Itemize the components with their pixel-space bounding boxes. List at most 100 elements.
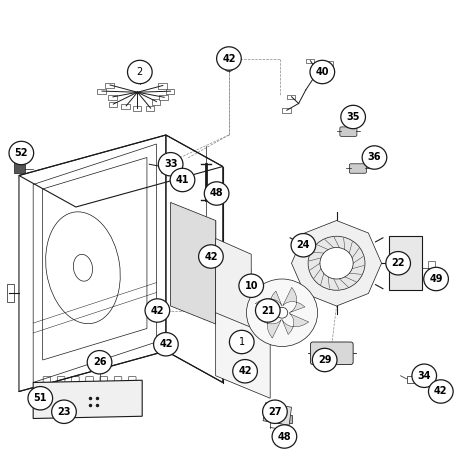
Circle shape	[291, 234, 316, 257]
FancyBboxPatch shape	[100, 377, 108, 383]
Text: 22: 22	[392, 258, 405, 268]
FancyBboxPatch shape	[349, 164, 366, 173]
FancyBboxPatch shape	[172, 182, 177, 185]
Circle shape	[362, 146, 387, 169]
Circle shape	[162, 340, 170, 348]
Circle shape	[276, 307, 288, 318]
Circle shape	[94, 361, 105, 372]
Circle shape	[424, 267, 448, 291]
Polygon shape	[216, 238, 251, 331]
Text: 27: 27	[268, 407, 282, 417]
Text: 24: 24	[297, 240, 310, 250]
Text: 48: 48	[210, 189, 223, 198]
Circle shape	[312, 348, 337, 372]
Text: 35: 35	[346, 112, 360, 122]
FancyBboxPatch shape	[166, 89, 174, 94]
FancyBboxPatch shape	[105, 83, 114, 88]
Polygon shape	[263, 403, 292, 425]
Text: 42: 42	[434, 387, 447, 396]
Circle shape	[386, 252, 410, 275]
FancyBboxPatch shape	[128, 377, 136, 383]
FancyBboxPatch shape	[72, 377, 79, 383]
Circle shape	[412, 364, 437, 387]
Circle shape	[241, 367, 249, 375]
Circle shape	[263, 400, 287, 423]
Text: 34: 34	[418, 371, 431, 381]
Text: 1: 1	[239, 337, 245, 347]
Text: 10: 10	[245, 281, 258, 291]
FancyBboxPatch shape	[14, 161, 25, 173]
Text: 48: 48	[278, 432, 291, 441]
Text: 29: 29	[318, 355, 331, 365]
Circle shape	[255, 299, 280, 322]
Text: 49: 49	[429, 274, 443, 284]
FancyBboxPatch shape	[55, 387, 76, 412]
Circle shape	[204, 182, 229, 205]
Polygon shape	[282, 313, 309, 334]
Text: 26: 26	[93, 357, 106, 367]
Polygon shape	[216, 313, 270, 398]
FancyBboxPatch shape	[121, 104, 130, 109]
FancyBboxPatch shape	[133, 106, 141, 112]
FancyBboxPatch shape	[389, 236, 422, 290]
FancyBboxPatch shape	[428, 261, 435, 274]
Polygon shape	[259, 313, 282, 338]
FancyBboxPatch shape	[287, 94, 295, 99]
Text: 2: 2	[137, 67, 143, 77]
Polygon shape	[283, 288, 305, 313]
FancyBboxPatch shape	[159, 95, 168, 100]
Text: 40: 40	[316, 67, 329, 77]
FancyBboxPatch shape	[282, 108, 291, 113]
Circle shape	[225, 63, 233, 72]
FancyBboxPatch shape	[43, 377, 51, 383]
Circle shape	[308, 236, 365, 290]
Polygon shape	[292, 220, 382, 306]
FancyBboxPatch shape	[340, 127, 357, 136]
Circle shape	[310, 60, 335, 84]
Circle shape	[97, 364, 102, 369]
Text: 33: 33	[164, 159, 177, 169]
Text: 42: 42	[204, 252, 218, 261]
Circle shape	[145, 299, 170, 322]
Circle shape	[229, 330, 254, 354]
Text: 52: 52	[15, 148, 28, 158]
Text: 42: 42	[222, 54, 236, 63]
Circle shape	[217, 47, 241, 70]
FancyBboxPatch shape	[158, 83, 166, 89]
FancyBboxPatch shape	[310, 342, 353, 364]
Circle shape	[199, 245, 223, 268]
Text: 23: 23	[57, 407, 71, 417]
FancyBboxPatch shape	[108, 94, 117, 100]
FancyBboxPatch shape	[407, 376, 419, 382]
Circle shape	[52, 400, 76, 423]
Circle shape	[28, 387, 53, 410]
Polygon shape	[33, 380, 142, 419]
Circle shape	[239, 274, 264, 297]
FancyBboxPatch shape	[325, 61, 333, 66]
Circle shape	[437, 387, 445, 396]
Text: 21: 21	[261, 306, 274, 315]
Text: 36: 36	[368, 153, 381, 162]
Circle shape	[428, 380, 453, 403]
FancyBboxPatch shape	[114, 377, 122, 383]
FancyBboxPatch shape	[86, 377, 93, 383]
FancyBboxPatch shape	[57, 377, 65, 383]
Polygon shape	[171, 202, 216, 324]
FancyBboxPatch shape	[109, 102, 117, 107]
Text: 41: 41	[176, 175, 189, 185]
FancyBboxPatch shape	[306, 58, 314, 63]
Circle shape	[158, 153, 183, 176]
Text: 42: 42	[151, 306, 164, 315]
Circle shape	[128, 60, 152, 84]
Circle shape	[225, 62, 233, 69]
Circle shape	[9, 141, 34, 165]
Circle shape	[153, 306, 162, 315]
Text: 42: 42	[159, 339, 173, 349]
Polygon shape	[255, 291, 282, 312]
Circle shape	[272, 425, 297, 448]
Circle shape	[87, 351, 112, 374]
Circle shape	[233, 360, 257, 383]
Circle shape	[170, 168, 195, 192]
Circle shape	[320, 248, 353, 279]
Circle shape	[341, 105, 365, 129]
